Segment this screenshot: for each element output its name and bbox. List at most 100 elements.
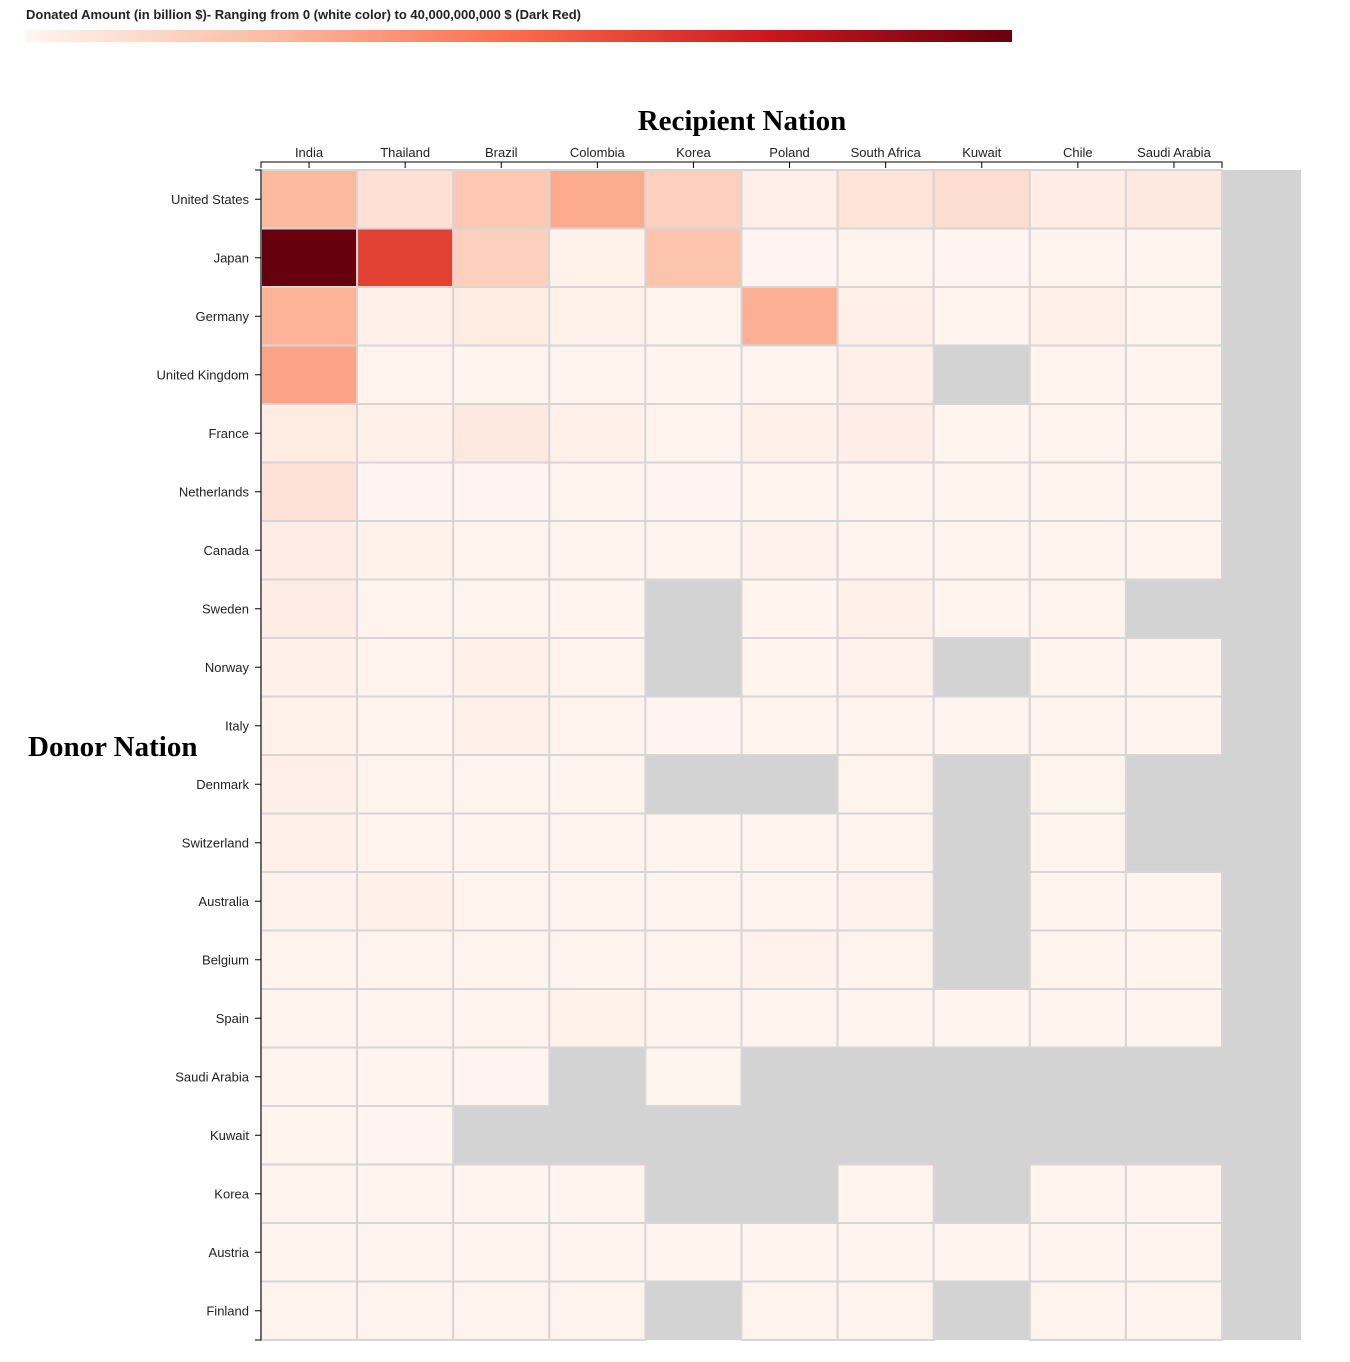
heatmap-cell: [452, 812, 551, 873]
x-tick-label: India: [295, 145, 324, 160]
heatmap-cell: [356, 1046, 455, 1107]
heatmap-cell: [1124, 344, 1224, 405]
heatmap-cell: [1124, 871, 1224, 932]
heatmap-cell: [1028, 403, 1127, 464]
heatmap-cell: [452, 227, 551, 288]
x-tick-label: Korea: [676, 145, 711, 160]
heatmap-cell: [644, 1222, 743, 1283]
heatmap-cell: [356, 344, 455, 405]
heatmap-cell: [548, 754, 647, 815]
y-tick-label: France: [209, 426, 249, 441]
heatmap-cell: [644, 812, 743, 873]
heatmap-cell: [452, 1046, 551, 1107]
heatmap-cell: [356, 1222, 455, 1283]
heatmap-cell: [644, 695, 743, 756]
heatmap-cell: [1124, 286, 1224, 347]
heatmap-cell: [740, 169, 839, 230]
heatmap-cell: [836, 1222, 935, 1283]
heatmap-cell: [452, 578, 551, 639]
heatmap-cell: [548, 1222, 647, 1283]
x-tick-label: Saudi Arabia: [1137, 145, 1211, 160]
heatmap-cell: [548, 520, 647, 581]
heatmap-cell: [452, 929, 551, 990]
heatmap-cell: [548, 812, 647, 873]
heatmap-cell: [740, 812, 839, 873]
heatmap-cell: [836, 344, 935, 405]
heatmap-cell: [548, 695, 647, 756]
heatmap-cell: [1124, 1222, 1224, 1283]
heatmap-cell: [260, 754, 359, 815]
heatmap-cell: [548, 227, 647, 288]
heatmap-cell: [836, 871, 935, 932]
heatmap-cell: [356, 520, 455, 581]
heatmap-cell: [356, 1163, 455, 1224]
heatmap-cell: [452, 1222, 551, 1283]
heatmap-cell: [836, 929, 935, 990]
heatmap-cell: [548, 929, 647, 990]
x-tick-label: Brazil: [485, 145, 518, 160]
y-tick-label: Spain: [216, 1011, 249, 1026]
y-tick-label: Australia: [198, 894, 249, 909]
heatmap-cell: [932, 520, 1031, 581]
heatmap-cell: [452, 1163, 551, 1224]
x-tick-label: Kuwait: [962, 145, 1001, 160]
heatmap-cell: [452, 637, 551, 698]
y-tick-label: Norway: [205, 660, 250, 675]
heatmap-cell: [932, 578, 1031, 639]
heatmap-cell: [452, 461, 551, 522]
heatmap-cell: [644, 988, 743, 1049]
heatmap-cell: [932, 227, 1031, 288]
heatmap-cell: [452, 754, 551, 815]
heatmap-cell: [836, 578, 935, 639]
heatmap-cell: [644, 169, 743, 230]
heatmap-cell: [548, 988, 647, 1049]
heatmap-cell: [1124, 461, 1224, 522]
y-tick-label: Finland: [206, 1303, 249, 1318]
heatmap-cell: [836, 754, 935, 815]
heatmap-cell: [260, 988, 359, 1049]
heatmap-cell: [1124, 403, 1224, 464]
heatmap-cell: [548, 637, 647, 698]
heatmap-cell: [740, 520, 839, 581]
heatmap-cell: [548, 344, 647, 405]
heatmap-cell: [260, 169, 359, 230]
heatmap-cell: [1124, 988, 1224, 1049]
heatmap-cell: [356, 1105, 455, 1166]
heatmap-cell: [260, 227, 359, 288]
heatmap-cell: [1028, 754, 1127, 815]
heatmap-cell: [260, 812, 359, 873]
x-tick-label: Poland: [769, 145, 809, 160]
heatmap-cell: [740, 578, 839, 639]
y-tick-label: Netherlands: [179, 484, 250, 499]
heatmap-cell: [836, 812, 935, 873]
heatmap-cell: [1124, 169, 1224, 230]
heatmap-cell: [452, 169, 551, 230]
y-tick-label: United Kingdom: [157, 367, 250, 382]
heatmap-cell: [356, 871, 455, 932]
heatmap-cell: [356, 1280, 455, 1341]
heatmap-cell: [740, 637, 839, 698]
heatmap-cell: [932, 403, 1031, 464]
y-tick-label: Korea: [214, 1186, 249, 1201]
heatmap-cell: [548, 169, 647, 230]
y-tick-label: Japan: [214, 250, 249, 265]
x-tick-label: South Africa: [851, 145, 922, 160]
heatmap-cell: [548, 578, 647, 639]
heatmap-cell: [260, 871, 359, 932]
heatmap-cell: [260, 461, 359, 522]
heatmap-cell: [1028, 169, 1127, 230]
heatmap-cell: [356, 169, 455, 230]
heatmap-cell: [836, 988, 935, 1049]
y-tick-label: Saudi Arabia: [175, 1069, 249, 1084]
heatmap-cell: [836, 695, 935, 756]
heatmap-cell: [356, 637, 455, 698]
heatmap-cell: [644, 344, 743, 405]
y-tick-label: Austria: [209, 1245, 250, 1260]
y-tick-label: Switzerland: [182, 835, 249, 850]
heatmap-cell: [932, 169, 1031, 230]
heatmap-cell: [548, 461, 647, 522]
x-tick-label: Thailand: [380, 145, 430, 160]
heatmap-cell: [644, 520, 743, 581]
heatmap-cell: [1028, 871, 1127, 932]
